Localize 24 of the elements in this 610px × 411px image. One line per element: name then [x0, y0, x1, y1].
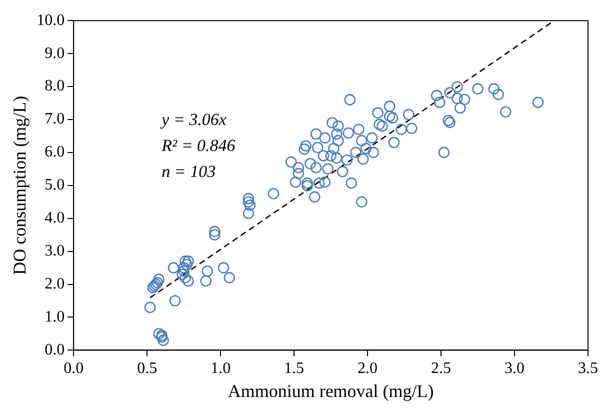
- annotation: n = 103: [162, 162, 216, 182]
- x-tick-label: 2.0: [358, 360, 378, 378]
- annotation: R² = 0.846: [160, 136, 236, 156]
- x-tick-label: 3.0: [504, 360, 525, 378]
- x-tick-label: 0.5: [137, 360, 158, 378]
- y-tick-label: 9.0: [44, 44, 65, 62]
- y-tick-label: 4.0: [44, 210, 65, 227]
- y-tick-label: 8.0: [44, 78, 65, 95]
- x-axis-title: Ammonium removal (mg/L): [228, 380, 434, 401]
- x-tick-label: 1.5: [284, 360, 304, 378]
- y-tick-label: 10.0: [36, 12, 65, 29]
- y-tick-label: 5.0: [44, 176, 65, 194]
- x-tick-label: 1.0: [210, 360, 231, 378]
- y-tick-label: 1.0: [44, 308, 65, 326]
- y-tick-label: 2.0: [44, 275, 65, 292]
- x-tick-label: 0.0: [64, 360, 84, 378]
- x-tick-label: 3.5: [578, 360, 598, 378]
- y-tick-label: 7.0: [44, 110, 65, 128]
- y-tick-label: 3.0: [44, 242, 65, 260]
- x-tick-label: 2.5: [431, 360, 452, 378]
- y-axis-title: DO consumption (mg/L): [10, 96, 30, 275]
- y-tick-label: 0.0: [44, 341, 65, 358]
- y-tick-label: 6.0: [44, 144, 65, 161]
- annotation: y = 3.06x: [160, 110, 227, 130]
